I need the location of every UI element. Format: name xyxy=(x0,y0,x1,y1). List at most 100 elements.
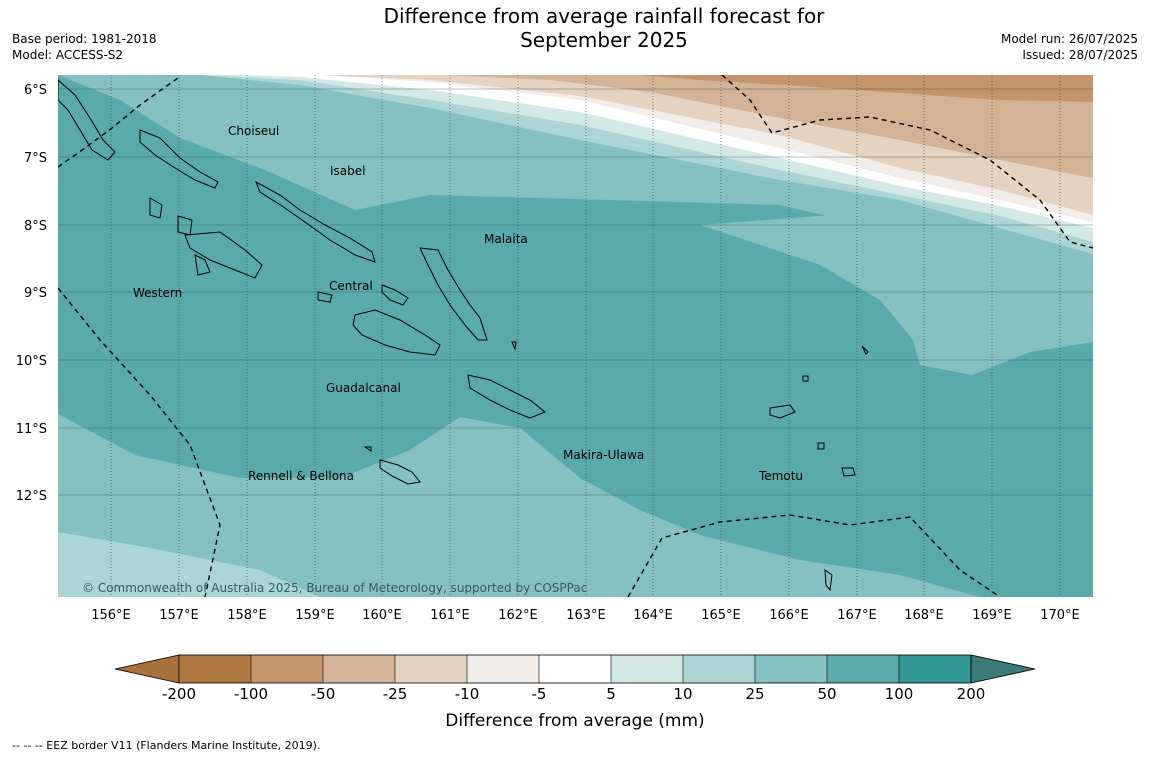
lon-gridlines xyxy=(110,75,1061,597)
colorbar-segment xyxy=(179,655,251,683)
colorbar-dividers xyxy=(250,655,900,683)
lon-label: 156°E xyxy=(91,608,131,623)
island-russell xyxy=(317,291,333,303)
label-rennell-bellona: Rennell & Bellona xyxy=(248,469,354,483)
label-makira-ulawa: Makira-Ulawa xyxy=(563,448,644,462)
region-labels: Choiseul Isabel Malaita Western Central … xyxy=(133,124,803,483)
label-isabel: Isabel xyxy=(330,164,365,178)
meta-right: Model run: 26/07/2025 Issued: 28/07/2025 xyxy=(1001,31,1138,63)
lon-label: 164°E xyxy=(633,608,673,623)
islands xyxy=(58,79,869,592)
copyright-text: © Commonwealth of Australia 2025, Bureau… xyxy=(82,581,587,595)
zone-neg-25-50 xyxy=(450,75,1093,178)
island-duff xyxy=(802,375,809,382)
colorbar-label: Difference from average (mm) xyxy=(445,711,704,731)
island-guadalcanal xyxy=(352,309,441,356)
lon-label: 163°E xyxy=(566,608,606,623)
island-isabel xyxy=(255,180,376,263)
colorbar-segment xyxy=(251,655,323,683)
lon-label: 162°E xyxy=(498,608,538,623)
colorbar-tick: -200 xyxy=(162,685,196,703)
island-malaita xyxy=(419,247,488,341)
colorbar-tick: -25 xyxy=(383,685,408,703)
island-makira xyxy=(467,374,546,419)
island-bellona xyxy=(363,446,372,452)
zone-neg-50-100 xyxy=(640,75,1093,102)
island-tikopia xyxy=(824,568,833,592)
colorbar-tick: -100 xyxy=(234,685,268,703)
island-small-2 xyxy=(511,341,517,351)
colorbar-high-extend xyxy=(970,654,1036,684)
lon-labels: 156°E 157°E 158°E 159°E 160°E 161°E 162°… xyxy=(91,608,1080,623)
lon-label: 170°E xyxy=(1040,608,1080,623)
island-nendo xyxy=(769,404,796,419)
colorbar-tick: -50 xyxy=(311,685,336,703)
lat-label: 7°S xyxy=(24,151,47,166)
zone-25-50-east xyxy=(700,210,1093,375)
lon-label: 167°E xyxy=(837,608,877,623)
colorbar-tick: -10 xyxy=(455,685,480,703)
lat-label: 10°S xyxy=(16,354,47,369)
label-choiseul: Choiseul xyxy=(228,124,279,138)
island-nggela xyxy=(381,284,409,306)
colorbar-low-extend xyxy=(114,654,180,684)
colorbar-segment xyxy=(611,655,683,683)
colorbar-outline xyxy=(178,654,972,684)
footnote: -- -- -- EEZ border V11 (Flanders Marine… xyxy=(12,739,321,752)
lat-label: 8°S xyxy=(24,219,47,234)
island-vella-lavella xyxy=(149,197,163,219)
label-guadalcanal: Guadalcanal xyxy=(326,381,401,395)
colorbar-segment xyxy=(323,655,395,683)
zone-10-25-south xyxy=(58,532,320,597)
island-choiseul xyxy=(139,129,219,189)
lon-label: 158°E xyxy=(227,608,267,623)
lon-label: 161°E xyxy=(430,608,470,623)
lon-label: 159°E xyxy=(295,608,335,623)
island-rendova xyxy=(194,254,211,276)
colorbar-segment xyxy=(899,655,971,683)
meta-left: Base period: 1981-2018 Model: ACCESS-S2 xyxy=(12,31,157,63)
colorbar-tick: 200 xyxy=(957,685,986,703)
colorbar-segment xyxy=(827,655,899,683)
colorbar-tick: 10 xyxy=(673,685,692,703)
zone-25-50-south xyxy=(58,414,980,597)
model-name: Model: ACCESS-S2 xyxy=(12,48,124,62)
island-vanikoro xyxy=(841,467,856,477)
colorbar-tick: 25 xyxy=(745,685,764,703)
colorbar-tick: 5 xyxy=(606,685,616,703)
rainfall-map: Choiseul Isabel Malaita Western Central … xyxy=(58,75,1093,597)
colorbar-tick: 100 xyxy=(885,685,914,703)
map-title: Difference from average rainfall forecas… xyxy=(329,4,879,52)
lon-label: 166°E xyxy=(769,608,809,623)
island-rennell xyxy=(379,459,421,485)
island-small-1 xyxy=(861,345,869,355)
issued-date: Issued: 28/07/2025 xyxy=(1022,48,1138,62)
colorbar-segment xyxy=(539,655,611,683)
label-western: Western xyxy=(133,286,182,300)
label-temotu: Temotu xyxy=(758,469,803,483)
label-central: Central xyxy=(329,279,373,293)
colorbar-segment xyxy=(395,655,467,683)
lon-label: 168°E xyxy=(904,608,944,623)
lat-label: 9°S xyxy=(24,286,47,301)
lat-label: 11°S xyxy=(16,422,47,437)
lat-label: 12°S xyxy=(16,489,47,504)
lon-label: 169°E xyxy=(972,608,1012,623)
model-run: Model run: 26/07/2025 xyxy=(1000,32,1138,46)
lat-labels: 6°S 7°S 8°S 9°S 10°S 11°S 12°S xyxy=(16,83,47,504)
colorbar-segment xyxy=(755,655,827,683)
colorbar-segment xyxy=(683,655,755,683)
label-malaita: Malaita xyxy=(484,232,528,246)
colorbar-tick: -5 xyxy=(532,685,547,703)
lon-label: 157°E xyxy=(159,608,199,623)
lon-label: 165°E xyxy=(701,608,741,623)
colorbar-tick: 50 xyxy=(817,685,836,703)
colorbar-ticks: -200 -100 -50 -25 -10 -5 5 10 25 50 100 … xyxy=(162,685,985,703)
island-new-georgia xyxy=(184,231,263,279)
title-line-2: September 2025 xyxy=(520,28,688,52)
eez-border xyxy=(58,75,1093,597)
island-utupua xyxy=(817,442,825,450)
lat-gridlines xyxy=(58,88,1093,496)
title-line-1: Difference from average rainfall forecas… xyxy=(383,4,825,28)
